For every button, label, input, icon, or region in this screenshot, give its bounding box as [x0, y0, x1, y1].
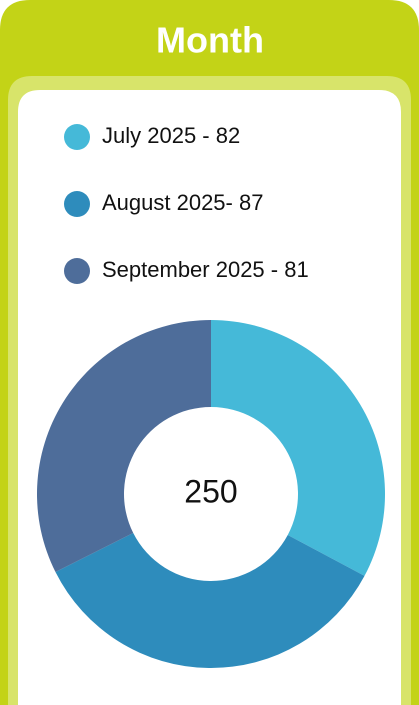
- legend-swatch: [64, 258, 90, 284]
- center-label: 250: [184, 473, 237, 509]
- legend-swatch: [64, 124, 90, 150]
- donut-slice: [36, 320, 211, 573]
- legend-label: August 2025- 87: [102, 190, 263, 215]
- legend-label: July 2025 - 82: [102, 123, 240, 148]
- donut-slice: [55, 533, 365, 668]
- legend-swatch: [64, 191, 90, 217]
- legend-label: September 2025 - 81: [102, 257, 309, 282]
- donut-slice: [211, 320, 385, 576]
- card-title: Month: [156, 20, 264, 61]
